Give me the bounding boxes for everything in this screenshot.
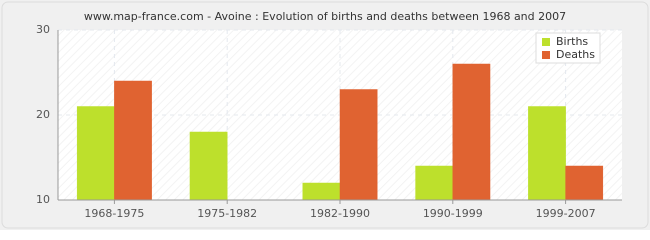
y-tick-label: 10	[36, 193, 50, 206]
bar	[302, 182, 341, 201]
frame	[1, 1, 649, 229]
chart: www.map-france.com - Avoine : Evolution …	[0, 0, 650, 230]
x-tick-label: 1999-2007	[536, 207, 596, 220]
bar	[565, 165, 604, 201]
bar	[452, 63, 491, 201]
legend-swatch	[542, 51, 550, 59]
bar	[114, 80, 152, 201]
chart-title: www.map-france.com - Avoine : Evolution …	[84, 10, 566, 23]
bar	[339, 89, 378, 201]
y-tick-label: 30	[36, 23, 50, 36]
bar	[189, 131, 228, 201]
y-tick-label: 20	[36, 108, 50, 121]
x-tick-label: 1990-1999	[423, 207, 483, 220]
x-tick-label: 1982-1990	[310, 207, 370, 220]
x-tick-label: 1968-1975	[84, 207, 144, 220]
x-tick-label: 1975-1982	[197, 207, 257, 220]
legend-label: Deaths	[556, 48, 595, 61]
bar	[415, 165, 454, 201]
bar	[528, 106, 566, 201]
legend-label: Births	[556, 35, 588, 48]
legend-swatch	[542, 38, 550, 46]
bar	[76, 106, 115, 201]
